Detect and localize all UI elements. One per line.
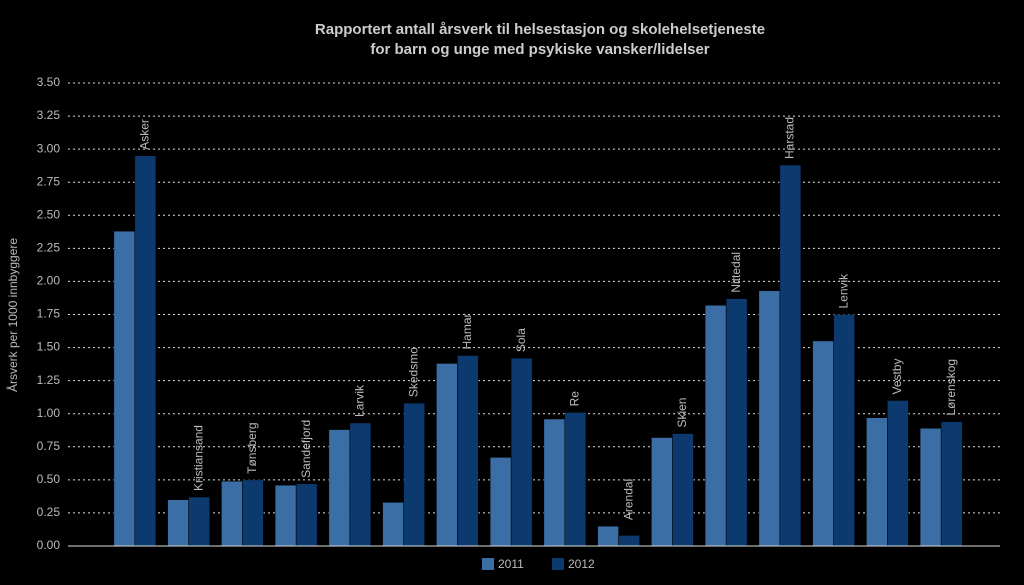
bar (919, 428, 942, 547)
bar (436, 363, 458, 547)
y-tick-label: 3.25 (37, 108, 61, 122)
category-label: Arendal (621, 479, 635, 520)
bar (457, 355, 479, 547)
bar (779, 164, 802, 547)
category-label: Lenvik (836, 273, 850, 309)
category-label: Tønsberg (245, 422, 259, 473)
y-tick-label: 0.00 (37, 538, 61, 552)
bar (242, 479, 264, 547)
category-label: Re (568, 391, 582, 407)
y-tick-label: 0.25 (37, 505, 61, 519)
category-label: Larvik (353, 384, 367, 417)
bar (887, 400, 909, 547)
category-label: Sandefjord (299, 420, 313, 478)
category-label: Lørenskog (944, 359, 958, 416)
bar (349, 422, 372, 547)
bar (403, 402, 425, 547)
chart-title: Rapportert antall årsverk til helsestasj… (315, 21, 765, 38)
legend-label: 2012 (568, 557, 595, 571)
bar (167, 499, 189, 547)
bar (510, 357, 533, 547)
category-label: Skien (675, 398, 689, 428)
y-tick-label: 3.00 (37, 141, 61, 155)
bar (543, 418, 566, 547)
chart-subtitle: for barn og unge med psykiske vansker/li… (370, 41, 709, 58)
category-label: Sola (514, 328, 528, 352)
bar (725, 298, 748, 547)
y-tick-label: 1.50 (37, 340, 61, 354)
bar (221, 480, 243, 547)
y-tick-label: 1.00 (37, 406, 61, 420)
y-tick-label: 2.75 (37, 174, 61, 188)
y-tick-label: 0.50 (37, 472, 61, 486)
bar (651, 437, 673, 547)
bar (328, 429, 351, 547)
bar (274, 484, 297, 547)
y-tick-label: 2.00 (37, 274, 61, 288)
bar (382, 502, 404, 547)
bar (618, 535, 640, 547)
bar (597, 525, 619, 547)
bar (672, 433, 694, 547)
category-label: Asker (138, 119, 152, 150)
y-tick-label: 2.50 (37, 207, 61, 221)
legend-swatch (552, 558, 564, 570)
category-label: Kristiansand (191, 425, 205, 491)
y-tick-label: 0.75 (37, 439, 61, 453)
bar (940, 421, 963, 547)
category-label: Harstad (783, 117, 797, 159)
legend-swatch (482, 558, 494, 570)
category-label: Hamar (460, 313, 474, 349)
bar (812, 340, 834, 547)
bar (866, 417, 888, 547)
bar (833, 314, 855, 547)
bar (134, 155, 157, 547)
y-tick-label: 1.75 (37, 307, 61, 321)
category-label: Skedsmo (406, 347, 420, 397)
y-tick-label: 1.25 (37, 373, 61, 387)
bar (113, 230, 136, 547)
bar (758, 290, 781, 547)
bar (188, 496, 210, 547)
category-label: Nittedal (729, 252, 743, 293)
bar (564, 412, 587, 547)
category-label: Vestby (890, 358, 904, 394)
y-tick-label: 3.50 (37, 75, 61, 89)
bar (704, 304, 727, 547)
bar (295, 483, 318, 547)
y-tick-label: 2.25 (37, 241, 61, 255)
legend-label: 2011 (498, 557, 524, 571)
bar (489, 457, 512, 547)
y-axis-label: Årsverk per 1000 innbyggere (5, 238, 20, 392)
